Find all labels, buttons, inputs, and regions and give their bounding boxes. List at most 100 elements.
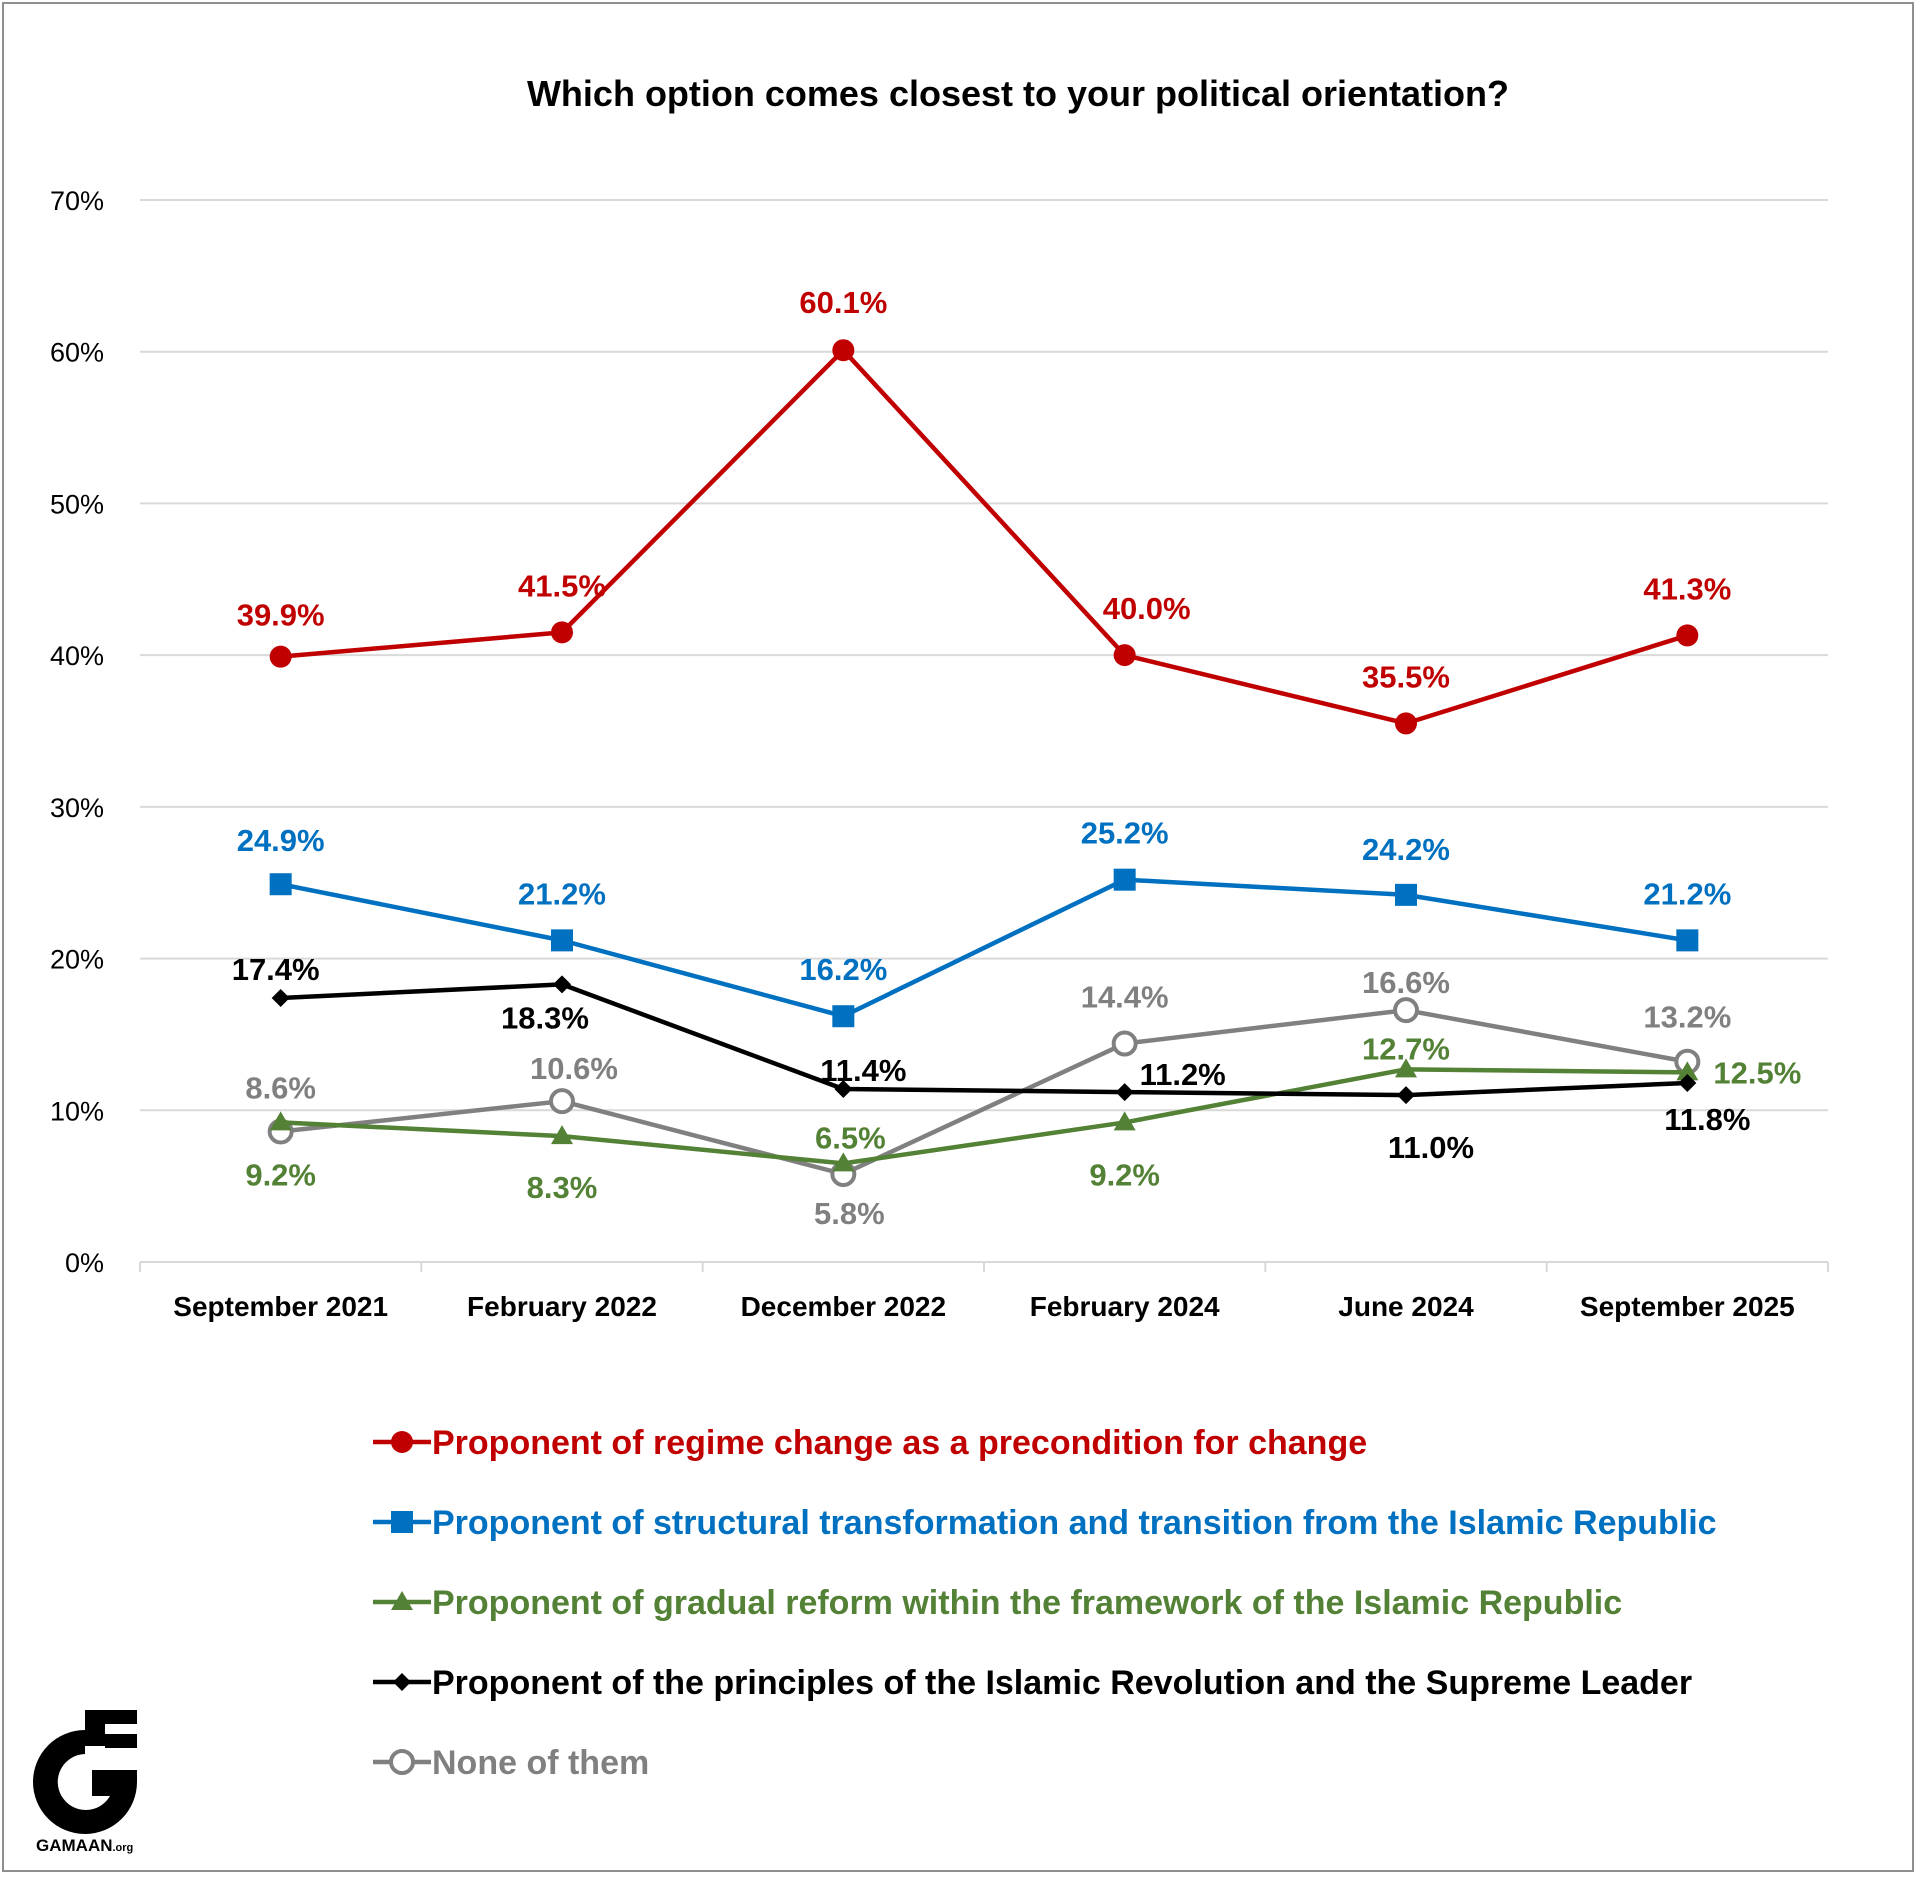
data-point [1113, 1111, 1136, 1131]
data-point [551, 1125, 573, 1145]
series-line [280, 877, 1688, 1019]
data-point [1397, 1086, 1415, 1105]
data-label: 17.4% [232, 952, 320, 987]
data-point [393, 1673, 411, 1691]
data-point [271, 989, 290, 1008]
chart-title: Which option comes closest to your polit… [527, 73, 1509, 114]
series-1 [269, 868, 1699, 1028]
data-point [1676, 929, 1699, 952]
data-point [553, 975, 571, 994]
data-label: 41.5% [518, 568, 606, 603]
data-point [269, 1111, 292, 1131]
y-tick-label: 10% [50, 1096, 104, 1126]
legend-label: Proponent of structural transformation a… [432, 1504, 1717, 1542]
axes: 0% 10% 20% 30% 40% 50% 60% 70% September 2021 Feb… [50, 186, 1829, 1322]
data-point [391, 1591, 413, 1610]
data-label: 12.7% [1362, 1031, 1450, 1066]
logo-text: GAMAAN [36, 1836, 113, 1855]
data-label: 16.2% [799, 952, 887, 987]
data-point [1111, 1030, 1138, 1057]
gamaan-logo [33, 1710, 137, 1834]
series-lines [267, 339, 1701, 1188]
legend-item: Proponent of regime change as a precondi… [373, 1424, 1367, 1462]
legend-label: None of them [432, 1744, 649, 1782]
data-point [1113, 644, 1136, 667]
legend-label: Proponent of gradual reform within the f… [432, 1584, 1622, 1622]
x-tick-label: September 2021 [173, 1291, 388, 1322]
data-label: 21.2% [518, 876, 606, 911]
legend-item: None of them [373, 1744, 649, 1782]
series-3 [271, 975, 1697, 1105]
data-label: 35.5% [1362, 659, 1450, 694]
data-label: 8.3% [527, 1170, 598, 1205]
data-label: 6.5% [815, 1120, 886, 1155]
y-tick-label: 0% [65, 1248, 104, 1278]
data-point [391, 1431, 413, 1453]
data-point [1113, 868, 1136, 891]
data-label: 18.3% [501, 1000, 589, 1035]
data-point [391, 1511, 413, 1533]
x-tick-label: June 2024 [1338, 1291, 1474, 1322]
series-2 [269, 1058, 1699, 1172]
data-label: 39.9% [237, 598, 325, 633]
data-point [549, 1088, 575, 1115]
data-point [551, 621, 573, 644]
series-0 [269, 339, 1699, 735]
legend-item: Proponent of gradual reform within the f… [373, 1584, 1622, 1622]
data-point [832, 1152, 855, 1172]
series-line [280, 1007, 1688, 1177]
data-point [832, 339, 855, 362]
logo-suffix: .org [112, 1842, 134, 1854]
series-line [280, 1067, 1688, 1166]
data-point [269, 645, 292, 668]
data-label: 16.6% [1362, 965, 1450, 1000]
data-point [1395, 1058, 1417, 1078]
y-tick-label: 40% [50, 641, 104, 671]
data-label: 12.5% [1713, 1055, 1801, 1090]
legend-item: Proponent of the principles of the Islam… [373, 1664, 1692, 1702]
data-point [1395, 883, 1417, 906]
data-label: 11.4% [820, 1053, 906, 1088]
data-label: 9.2% [245, 1157, 316, 1192]
data-label: 13.2% [1643, 1000, 1731, 1035]
x-tick-label: February 2022 [467, 1291, 657, 1322]
x-tick-label: February 2024 [1030, 1291, 1220, 1322]
data-point [1676, 624, 1699, 647]
data-label: 24.2% [1362, 832, 1450, 867]
data-point [832, 1005, 855, 1028]
data-label: 41.3% [1643, 571, 1731, 606]
gridlines [140, 199, 1828, 1112]
data-point [1395, 712, 1417, 735]
data-label: 8.6% [245, 1071, 316, 1106]
y-tick-label: 70% [50, 186, 104, 216]
legend-label: Proponent of the principles of the Islam… [432, 1664, 1692, 1702]
y-tick-label: 50% [50, 489, 104, 519]
series-line [280, 982, 1688, 1098]
y-tick-label: 60% [50, 338, 104, 368]
legend-item: Proponent of structural transformation a… [373, 1504, 1717, 1542]
data-labels: 39.9% 41.5% 60.1% 40.0% 35.5% 41.3% 24.9% 21.2%… [232, 285, 1802, 1231]
data-label: 21.2% [1643, 876, 1731, 911]
data-label: 40.0% [1103, 591, 1191, 626]
data-label: 9.2% [1089, 1157, 1160, 1192]
data-point [1393, 997, 1419, 1024]
data-point [551, 929, 573, 952]
y-tick-label: 20% [50, 945, 104, 975]
data-label: 25.2% [1081, 816, 1169, 851]
data-label: 14.4% [1081, 980, 1169, 1015]
series-line [280, 347, 1689, 726]
x-tick-label: December 2022 [741, 1291, 946, 1322]
data-point [1115, 1083, 1134, 1102]
data-point [389, 1749, 415, 1775]
data-point [1676, 1061, 1699, 1081]
data-point [834, 1080, 853, 1099]
y-tick-label: 30% [50, 793, 104, 823]
data-label: 10.6% [530, 1051, 618, 1086]
data-label: 11.8% [1664, 1102, 1750, 1137]
data-label: 11.2% [1140, 1057, 1226, 1092]
logo-wordmark: GAMAAN.org [36, 1836, 133, 1856]
data-label: 11.0% [1388, 1130, 1474, 1165]
data-label: 60.1% [799, 285, 887, 320]
